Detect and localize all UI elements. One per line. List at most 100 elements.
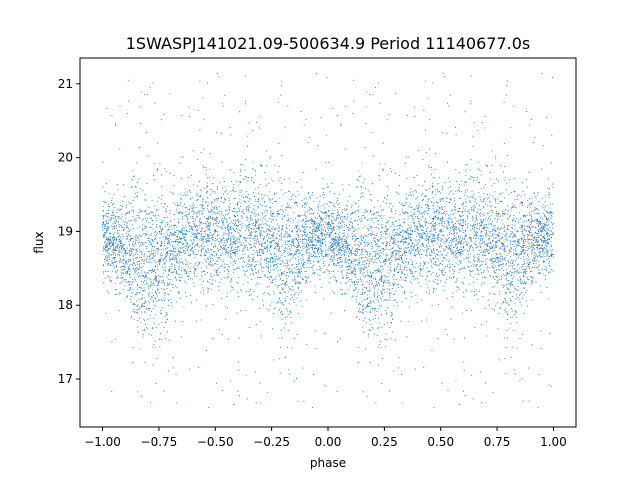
data-point	[543, 246, 545, 248]
data-point	[421, 299, 423, 301]
data-point	[144, 362, 146, 364]
data-point	[494, 278, 496, 280]
data-point	[140, 235, 142, 237]
data-point	[548, 223, 550, 225]
data-point	[255, 220, 257, 222]
data-point	[344, 247, 346, 249]
data-point	[269, 224, 271, 226]
data-point	[143, 242, 145, 244]
data-point	[500, 228, 502, 230]
data-point	[441, 225, 443, 227]
data-point	[540, 231, 543, 233]
data-point	[285, 233, 287, 235]
data-point	[354, 210, 356, 213]
data-point	[426, 207, 428, 209]
data-point	[435, 231, 437, 233]
data-point	[142, 305, 144, 307]
data-point	[353, 260, 355, 263]
data-point	[447, 234, 449, 236]
data-point	[132, 244, 134, 246]
data-point	[107, 249, 109, 251]
data-point	[239, 190, 241, 192]
data-point	[523, 259, 525, 261]
data-point	[179, 203, 181, 205]
data-point	[424, 233, 426, 235]
data-point	[286, 203, 289, 205]
data-point	[171, 263, 173, 265]
data-point	[125, 226, 127, 228]
data-point	[234, 215, 236, 217]
data-point	[131, 224, 134, 226]
data-point	[258, 233, 261, 235]
data-point	[360, 254, 362, 256]
data-point	[500, 246, 502, 248]
data-point	[551, 223, 554, 226]
data-point	[215, 237, 217, 239]
data-point	[417, 278, 419, 280]
data-point	[303, 124, 305, 126]
data-point	[494, 201, 497, 203]
data-point	[432, 272, 434, 274]
data-point	[182, 224, 184, 226]
data-point	[200, 211, 202, 213]
data-point	[401, 230, 403, 232]
data-point	[320, 224, 322, 226]
data-point	[305, 250, 307, 252]
data-point	[478, 245, 480, 247]
data-point	[379, 163, 381, 165]
data-point	[232, 227, 234, 229]
data-point	[471, 195, 473, 197]
data-point	[234, 242, 236, 244]
data-point	[520, 225, 522, 227]
data-point	[323, 197, 325, 199]
data-point	[456, 220, 458, 222]
data-point	[216, 208, 218, 211]
data-point	[116, 274, 118, 276]
data-point	[107, 242, 109, 244]
data-point	[364, 249, 366, 251]
data-point	[336, 200, 338, 202]
data-point	[154, 262, 156, 264]
data-point	[253, 290, 255, 292]
data-point	[242, 260, 244, 262]
data-point	[453, 338, 455, 340]
data-point	[206, 205, 209, 207]
data-point	[522, 280, 524, 282]
data-point	[277, 273, 279, 275]
data-point	[537, 243, 539, 245]
data-point	[118, 239, 120, 241]
data-point	[400, 320, 402, 322]
data-point	[249, 199, 251, 201]
data-point	[153, 252, 155, 255]
data-point	[296, 280, 298, 282]
data-point	[463, 237, 465, 239]
data-point	[530, 234, 532, 236]
data-point	[181, 247, 183, 249]
data-point	[475, 244, 477, 246]
data-point	[255, 260, 257, 262]
data-point	[425, 291, 428, 293]
data-point	[112, 262, 114, 264]
data-point	[522, 244, 524, 246]
data-point	[499, 308, 501, 310]
data-point	[207, 290, 209, 292]
data-point	[253, 228, 255, 231]
data-point	[540, 330, 542, 332]
data-point	[352, 271, 354, 273]
data-point	[535, 246, 537, 248]
data-point	[493, 229, 495, 231]
data-point	[110, 225, 112, 227]
data-point	[366, 272, 368, 274]
data-point	[339, 227, 341, 230]
data-point	[209, 193, 211, 195]
data-point	[361, 267, 363, 269]
data-point	[540, 252, 542, 255]
data-point	[137, 256, 139, 258]
data-point	[149, 253, 151, 255]
data-point	[545, 210, 548, 212]
data-point	[448, 234, 450, 236]
data-point	[520, 195, 522, 197]
data-point	[531, 203, 533, 206]
data-point	[366, 245, 368, 247]
data-point	[470, 201, 472, 203]
